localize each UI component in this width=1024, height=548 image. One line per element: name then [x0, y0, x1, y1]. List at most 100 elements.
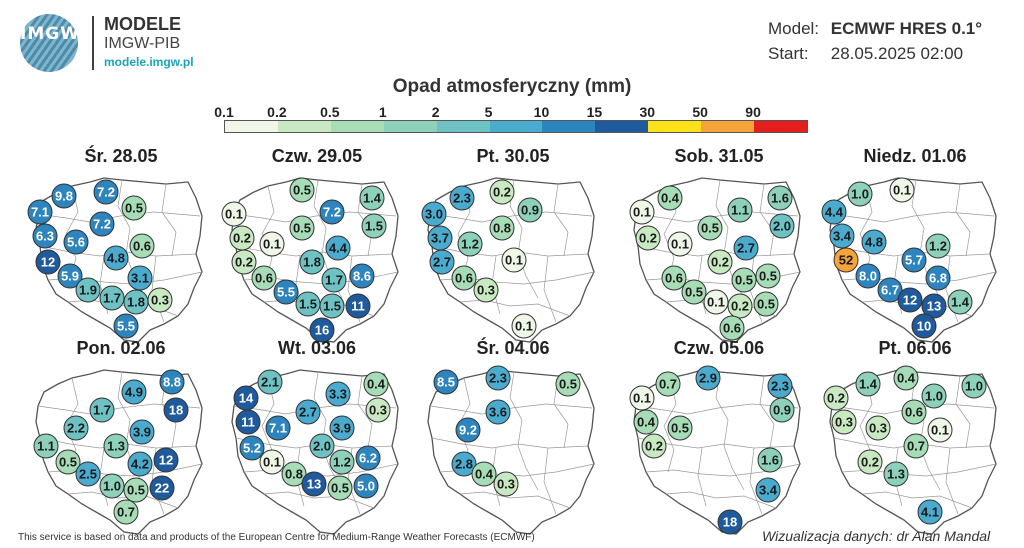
model-info: Model: ECMWF HRES 0.1° Start: 28.05.2025… — [768, 16, 982, 66]
legend-tick-label: 2 — [431, 104, 440, 120]
precip-value-bubble: 8.8 — [159, 369, 185, 395]
legend-segment — [330, 121, 384, 132]
footer-credit: Wizualizacja danych: dr Alan Mandal — [762, 528, 991, 544]
legend-tick-labels: 0.1 0.2 0.5 1 2 5 10 15 30 50 90 — [0, 104, 1024, 122]
legend-tick-label: 1 — [378, 104, 387, 120]
model-value: ECMWF HRES 0.1° — [830, 19, 983, 38]
brand-url[interactable]: modele.imgw.pl — [104, 55, 194, 69]
voivodeship-border — [459, 491, 571, 509]
voivodeship-border — [749, 447, 763, 515]
precip-value-bubble: 2.3 — [449, 185, 475, 211]
voivodeship-border — [459, 299, 571, 317]
precip-value-bubble: 0.1 — [703, 289, 729, 315]
precip-value-bubble: 0.1 — [667, 231, 693, 257]
precip-value-bubble: 0.5 — [681, 279, 707, 305]
precip-value-bubble: 0.5 — [289, 215, 315, 241]
model-label: Model: — [768, 19, 820, 38]
brand-title: MODELE — [104, 14, 182, 34]
map-panel: Czw. 05.06 0.7 2.9 2.3 0.1 0.9 0.4 0.5 0.2 1.6 3.4… — [624, 338, 814, 535]
precip-value-bubble: 10 — [911, 313, 937, 339]
logo-text: IMGW — [20, 24, 80, 44]
precip-value-bubble: 1.4 — [359, 185, 385, 211]
precip-value-bubble: 6.3 — [32, 223, 58, 249]
voivodeship-border — [357, 375, 373, 449]
voivodeship-border — [509, 179, 539, 299]
precip-value-bubble: 1.1 — [727, 197, 753, 223]
precip-value-bubble: 2.7 — [733, 235, 759, 261]
precip-value-bubble: 5.0 — [353, 473, 379, 499]
voivodeship-border — [261, 185, 275, 281]
precip-value-bubble: 1.6 — [767, 185, 793, 211]
precip-value-bubble: 6.2 — [355, 445, 381, 471]
precip-value-bubble: 0.1 — [889, 177, 915, 203]
voivodeship-border — [715, 371, 745, 491]
legend-tick-label: 50 — [692, 104, 708, 120]
precip-value-bubble: 3.4 — [755, 477, 781, 503]
map-date-title: Czw. 05.06 — [673, 338, 765, 358]
voivodeship-border — [431, 437, 589, 449]
precip-value-bubble: 7.1 — [27, 199, 53, 225]
precip-value-bubble: 11 — [235, 409, 261, 435]
legend-segment — [225, 121, 278, 132]
map-date-title: Czw. 29.05 — [271, 146, 363, 166]
precip-value-bubble: 0.5 — [327, 475, 353, 501]
precip-value-bubble: 4.2 — [127, 451, 153, 477]
precip-value-bubble: 2.3 — [767, 373, 793, 399]
map-date-title: Pon. 02.06 — [76, 338, 166, 358]
precip-value-bubble: 8.6 — [349, 263, 375, 289]
precip-value-bubble: 7.2 — [93, 179, 119, 205]
precip-value-bubble: 1.9 — [75, 277, 101, 303]
precip-value-bubble: 0.2 — [823, 385, 849, 411]
legend-segment — [595, 121, 649, 132]
voivodeship-border — [831, 403, 995, 415]
voivodeship-border — [263, 491, 375, 509]
precip-value-bubble: 1.7 — [99, 285, 125, 311]
precip-value-bubble: 0.7 — [903, 433, 929, 459]
precip-value-bubble: 0.1 — [259, 449, 285, 475]
precip-value-bubble: 0.3 — [831, 409, 857, 435]
precip-value-bubble: 0.5 — [753, 291, 779, 317]
legend-tick-label: 5 — [484, 104, 493, 120]
logo-separator — [92, 16, 94, 70]
precip-value-bubble: 3.3 — [325, 381, 351, 407]
map-panel: Sob. 31.05 0.4 1.6 0.1 1.1 2.0 0.2 0.5 0.1 2.7 0.2… — [624, 146, 814, 343]
map-date-title: Niedz. 01.06 — [863, 146, 967, 166]
precip-value-bubble: 2.3 — [485, 365, 511, 391]
precip-value-bubble: 18 — [163, 397, 189, 423]
start-label: Start: — [768, 44, 809, 63]
precip-value-bubble: 0.4 — [633, 409, 659, 435]
precip-value-bubble: 12 — [153, 447, 179, 473]
precip-value-bubble: 1.7 — [321, 267, 347, 293]
precip-value-bubble: 0.1 — [629, 199, 655, 225]
map-panel: Czw. 29.05 0.5 1.4 0.1 7.2 1.5 0.2 0.5 0.1 4.4 0.2… — [221, 146, 412, 343]
precip-value-bubble: 1.3 — [883, 461, 909, 487]
precip-value-bubble: 0.3 — [493, 471, 519, 497]
precip-value-bubble: 0.2 — [857, 449, 883, 475]
precip-value-bubble: 1.0 — [99, 473, 125, 499]
precip-value-bubble: 0.4 — [471, 461, 497, 487]
precip-value-bubble: 0.5 — [667, 415, 693, 441]
precip-value-bubble: 1.0 — [921, 383, 947, 409]
voivodeship-border — [955, 183, 971, 257]
precip-value-bubble: 4.1 — [917, 499, 943, 525]
brand-subtitle: IMGW-PIB — [104, 35, 181, 52]
precip-value-bubble: 2.9 — [695, 365, 721, 391]
map-panel: Pt. 30.05 2.3 0.2 3.0 0.9 0.8 3.7 1.2 2.7 0.1 0.6 0… — [418, 146, 608, 343]
legend-segment — [489, 121, 543, 132]
precip-value-bubble: 4.8 — [103, 245, 129, 271]
precip-value-bubble: 3.0 — [421, 201, 447, 227]
precip-value-bubble: 1.4 — [947, 289, 973, 315]
precip-value-bubble: 1.0 — [847, 181, 873, 207]
voivodeship-border — [313, 371, 343, 491]
footer-attribution: This service is based on data and produc… — [18, 532, 535, 543]
precip-value-bubble: 1.6 — [757, 447, 783, 473]
precip-value-bubble: 8.0 — [855, 263, 881, 289]
voivodeship-border — [543, 447, 557, 515]
precip-value-bubble: 0.5 — [289, 177, 315, 203]
precip-value-bubble: 0.1 — [511, 313, 537, 339]
precip-value-bubble: 5.7 — [901, 247, 927, 273]
voivodeship-border — [945, 447, 959, 515]
precip-value-bubble: 3.9 — [129, 419, 155, 445]
precip-value-bubble: 13 — [921, 293, 947, 319]
precip-value-bubble: 0.5 — [731, 267, 757, 293]
